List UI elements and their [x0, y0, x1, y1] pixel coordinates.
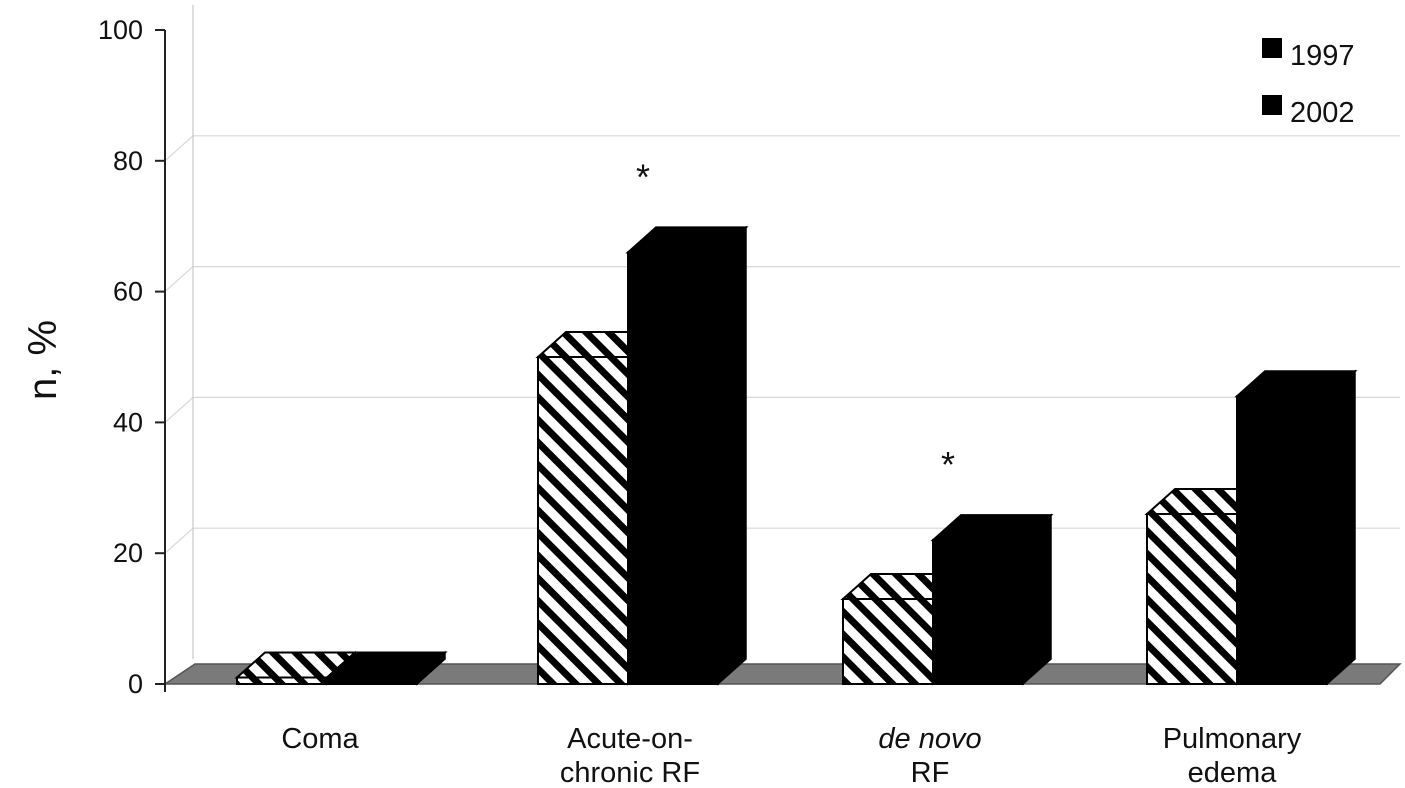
bar-2002-2 [930, 513, 1054, 686]
bar-2002-2-side [1022, 513, 1052, 686]
y-tick-label: 100 [98, 15, 143, 45]
category-label-line2: RF [911, 757, 950, 788]
bar-2002-3-front [1236, 395, 1328, 685]
gridline-back [164, 135, 194, 162]
bar-1997-1-front [537, 356, 629, 685]
bar-1997-3-front [1146, 512, 1238, 686]
y-axis: 0 20 40 60 80 100 [98, 15, 166, 699]
category-label-line2: chronic RF [560, 757, 700, 788]
gridline-back [164, 527, 194, 554]
legend-label: 1997 [1290, 40, 1355, 72]
legend-swatch [1262, 95, 1282, 115]
legend-item-2002: 2002 [1262, 95, 1355, 129]
bar-2002-3 [1234, 369, 1358, 686]
y-tick-label: 80 [113, 146, 143, 176]
category-label: de novo [878, 723, 981, 755]
legend-item-1997: 1997 [1262, 38, 1355, 72]
bar-2002-3-top [1234, 370, 1358, 398]
bars [234, 225, 1358, 686]
legend-swatch [1262, 38, 1282, 58]
bar-2002-0 [324, 650, 448, 686]
category-label-line2: edema [1188, 757, 1278, 788]
bar-2002-3-side [1326, 369, 1356, 686]
y-tick-label: 20 [113, 538, 143, 568]
y-tick-label: 60 [113, 277, 143, 307]
y-tick-label: 40 [113, 407, 143, 437]
annotations: ** [636, 156, 955, 485]
significance-marker: * [941, 444, 955, 485]
bar-2002-1-front [627, 251, 719, 686]
y-axis-label: n, % [21, 320, 65, 400]
bar-2002-1-top [625, 226, 749, 254]
bar-2002-0-top [324, 651, 448, 679]
category-label: Pulmonary [1163, 723, 1302, 755]
gridline-back [164, 396, 194, 423]
gridline-back [164, 266, 194, 293]
y-tick-label: 0 [128, 669, 143, 699]
bar-2002-2-front [932, 539, 1024, 685]
category-label: Coma [281, 723, 359, 755]
bar-2002-2-top [930, 514, 1054, 542]
legend: 1997 2002 [1262, 38, 1355, 129]
bar-1997-2-front [842, 597, 934, 685]
category-label: Acute-on- [567, 723, 693, 755]
significance-marker: * [636, 156, 650, 197]
bar-2002-1-side [717, 225, 747, 686]
bar-2002-1 [625, 225, 749, 686]
legend-label: 2002 [1290, 97, 1355, 129]
